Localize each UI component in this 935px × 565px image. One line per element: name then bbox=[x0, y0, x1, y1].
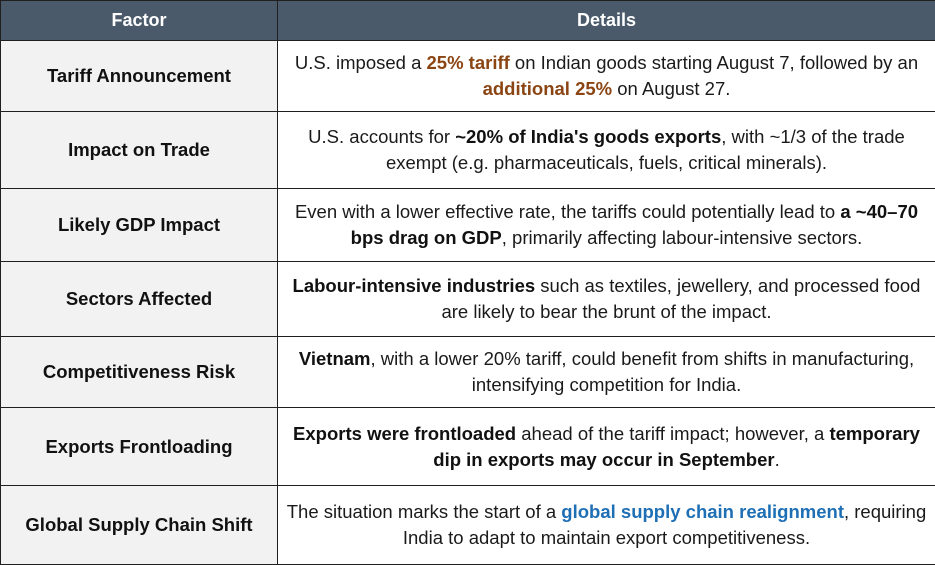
details-cell: U.S. imposed a 25% tariff on Indian good… bbox=[278, 41, 935, 112]
details-cell: Vietnam, with a lower 20% tariff, could … bbox=[278, 337, 935, 408]
header-details: Details bbox=[278, 1, 935, 41]
highlight-text: 25% tariff bbox=[427, 52, 510, 73]
factor-cell: Likely GDP Impact bbox=[1, 189, 278, 262]
details-cell: Labour-intensive industries such as text… bbox=[278, 262, 935, 337]
details-text: U.S. imposed a bbox=[295, 52, 427, 73]
details-cell: Exports were frontloaded ahead of the ta… bbox=[278, 408, 935, 486]
header-factor: Factor bbox=[1, 1, 278, 41]
highlight-text: additional 25% bbox=[483, 78, 613, 99]
details-text: Even with a lower effective rate, the ta… bbox=[295, 201, 840, 222]
details-cell: U.S. accounts for ~20% of India's goods … bbox=[278, 112, 935, 189]
details-cell: Even with a lower effective rate, the ta… bbox=[278, 189, 935, 262]
table-header-row: Factor Details bbox=[1, 1, 935, 41]
details-cell: The situation marks the start of a globa… bbox=[278, 486, 935, 565]
table-row: Impact on Trade U.S. accounts for ~20% o… bbox=[1, 112, 935, 189]
bold-text: Vietnam bbox=[299, 348, 371, 369]
factor-cell: Global Supply Chain Shift bbox=[1, 486, 278, 565]
highlight-text: global supply chain realignment bbox=[561, 501, 844, 522]
table-row: Tariff Announcement U.S. imposed a 25% t… bbox=[1, 41, 935, 112]
details-text: on August 27. bbox=[612, 78, 730, 99]
factor-cell: Impact on Trade bbox=[1, 112, 278, 189]
table-row: Likely GDP Impact Even with a lower effe… bbox=[1, 189, 935, 262]
table-row: Global Supply Chain Shift The situation … bbox=[1, 486, 935, 565]
details-text: on Indian goods starting August 7, follo… bbox=[510, 52, 918, 73]
bold-text: ~20% of India's goods exports bbox=[455, 126, 721, 147]
details-text: , with a lower 20% tariff, could benefit… bbox=[371, 348, 915, 395]
table-row: Competitiveness Risk Vietnam, with a low… bbox=[1, 337, 935, 408]
bold-text: Exports were frontloaded bbox=[293, 423, 516, 444]
bold-text: Labour-intensive industries bbox=[293, 275, 536, 296]
factor-cell: Sectors Affected bbox=[1, 262, 278, 337]
details-text: ahead of the tariff impact; however, a bbox=[516, 423, 829, 444]
details-text: The situation marks the start of a bbox=[287, 501, 562, 522]
factor-cell: Exports Frontloading bbox=[1, 408, 278, 486]
factor-cell: Tariff Announcement bbox=[1, 41, 278, 112]
details-text: , primarily affecting labour-intensive s… bbox=[502, 227, 863, 248]
factor-cell: Competitiveness Risk bbox=[1, 337, 278, 408]
table-row: Sectors Affected Labour-intensive indust… bbox=[1, 262, 935, 337]
details-text: . bbox=[775, 449, 780, 470]
details-text: U.S. accounts for bbox=[308, 126, 455, 147]
table-row: Exports Frontloading Exports were frontl… bbox=[1, 408, 935, 486]
